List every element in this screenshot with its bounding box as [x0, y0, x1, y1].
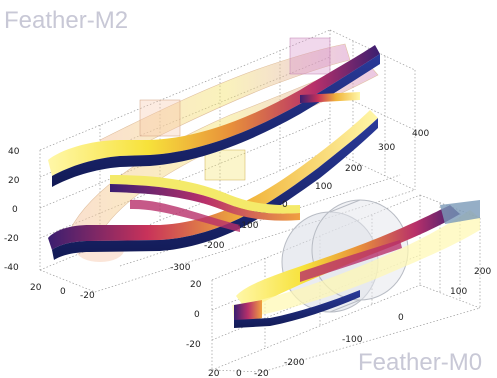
bottom-z-tick: 20 [190, 280, 202, 290]
top-plot: 40 20 0 -20 -40 20 0 -20 400 300 200 100… [4, 29, 429, 301]
bottom-y-tick: -200 [284, 358, 305, 368]
top-z-ticks: 40 20 0 -20 -40 [4, 147, 20, 273]
bottom-y-tick: 100 [450, 287, 467, 297]
top-y-tick: 0 [282, 200, 288, 210]
top-x-ticks: 20 0 -20 [30, 283, 95, 301]
top-y-tick: 300 [378, 143, 395, 153]
top-y-tick: -100 [238, 221, 259, 231]
top-y-tick: -300 [170, 263, 191, 273]
top-y-tick: -200 [204, 241, 225, 251]
top-z-tick: 20 [8, 176, 20, 186]
bottom-coil [232, 200, 480, 328]
bottom-x-tick: 20 [208, 369, 220, 378]
bottom-y-ticks: 200 100 0 -100 -200 [284, 267, 491, 368]
top-z-tick: -40 [4, 263, 19, 273]
top-x-tick: 20 [30, 283, 42, 293]
bottom-z-tick: 0 [194, 310, 200, 320]
top-y-tick: 200 [345, 164, 362, 174]
bottom-plot: 20 0 -20 20 0 -20 200 100 0 -100 -200 [186, 194, 491, 378]
top-coil-cross [110, 92, 360, 232]
bottom-x-tick: 0 [236, 369, 242, 378]
top-x-tick: 0 [60, 287, 66, 297]
bottom-y-tick: -100 [342, 335, 363, 345]
top-z-tick: 0 [12, 205, 18, 215]
bottom-x-ticks: 20 0 -20 [208, 369, 269, 378]
bottom-z-tick: -20 [186, 340, 201, 350]
top-z-tick: -20 [4, 234, 19, 244]
top-y-tick: 400 [412, 129, 429, 139]
title-feather-m0: Feather-M0 [358, 349, 482, 376]
top-y-ticks: 400 300 200 100 0 -100 -200 -300 [170, 129, 429, 273]
top-coil-upper [48, 45, 380, 187]
top-z-tick: 40 [8, 147, 20, 157]
title-feather-m2: Feather-M2 [4, 7, 128, 34]
bottom-y-tick: 200 [474, 267, 491, 277]
top-y-tick: 100 [315, 182, 332, 192]
bottom-x-tick: -20 [254, 369, 269, 378]
bottom-z-ticks: 20 0 -20 [186, 280, 202, 350]
top-x-tick: -20 [80, 291, 95, 301]
bottom-y-tick: 0 [398, 313, 404, 323]
